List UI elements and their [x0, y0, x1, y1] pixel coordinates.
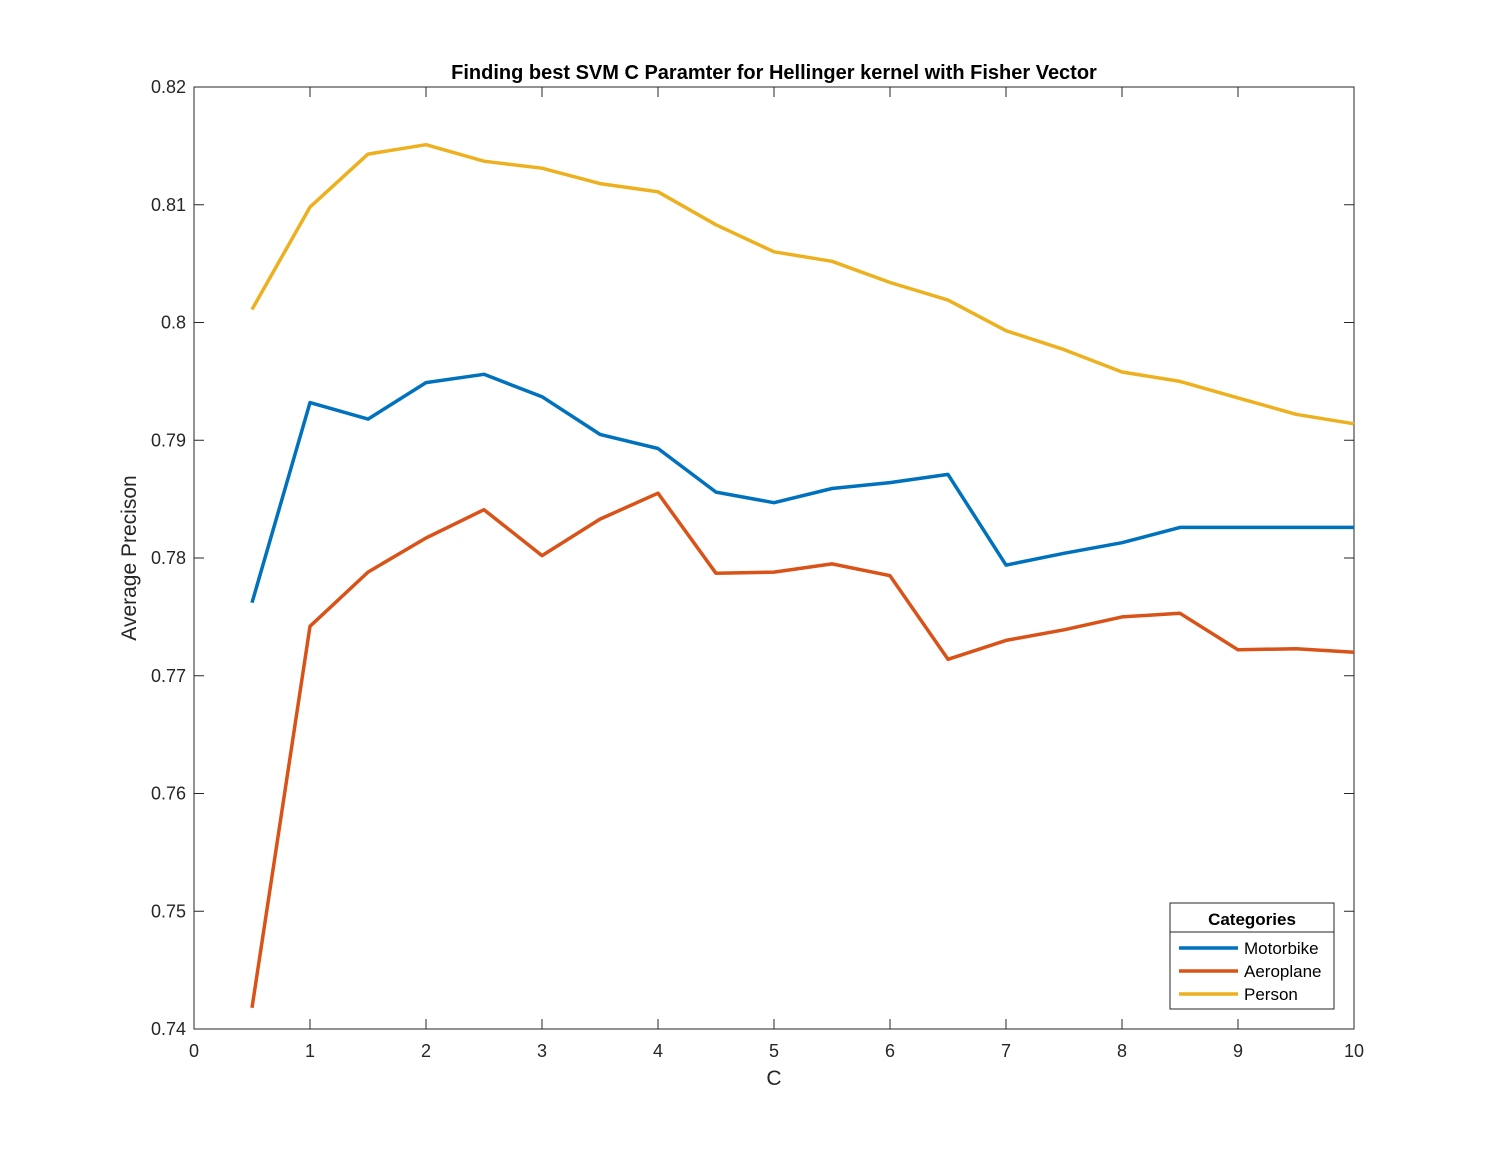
x-tick-label: 7: [1001, 1041, 1011, 1061]
legend-title: Categories: [1208, 910, 1296, 929]
legend-label-aeroplane: Aeroplane: [1244, 962, 1322, 981]
x-tick-label: 5: [769, 1041, 779, 1061]
x-axis: 0 1 2 3 4 5 6 7 8 9 10: [189, 87, 1364, 1061]
legend-box: [1169, 902, 1335, 1010]
x-tick-label: 9: [1233, 1041, 1243, 1061]
y-axis: 0.74 0.75 0.76 0.77 0.78 0.79 0.8 0.81 0.82: [151, 77, 1354, 1039]
legend-label-person: Person: [1244, 985, 1298, 1004]
chart-title: Finding best SVM C Paramter for Hellinge…: [451, 62, 1097, 84]
x-tick-label: 2: [421, 1041, 431, 1061]
plot-area: [193, 86, 1355, 1030]
y-axis-label: Average Precison: [118, 475, 141, 640]
legend: Categories Motorbike Aeroplane Person: [1169, 902, 1335, 1010]
series-lines: [250, 142, 1355, 1009]
x-tick-label: 8: [1117, 1041, 1127, 1061]
legend-label-motorbike: Motorbike: [1244, 939, 1319, 958]
series-line-person: [250, 142, 1355, 426]
y-tick-label: 0.76: [151, 784, 186, 804]
x-tick-label: 6: [885, 1041, 895, 1061]
x-tick-label: 10: [1344, 1041, 1364, 1061]
series-line-motorbike: [250, 372, 1354, 604]
y-tick-label: 0.75: [151, 901, 186, 921]
y-tick-label: 0.78: [151, 548, 186, 568]
y-tick-label: 0.74: [151, 1019, 186, 1039]
y-tick-label: 0.79: [151, 430, 186, 450]
legend-items: Motorbike Aeroplane Person: [1179, 939, 1322, 1004]
x-tick-label: 1: [305, 1041, 315, 1061]
y-tick-label: 0.77: [151, 666, 186, 686]
x-axis-label: C: [766, 1067, 781, 1090]
y-tick-label: 0.81: [151, 195, 186, 215]
y-tick-label: 0.82: [151, 77, 186, 97]
x-tick-label: 0: [189, 1041, 199, 1061]
x-tick-label: 3: [537, 1041, 547, 1061]
x-tick-label: 4: [653, 1041, 663, 1061]
y-tick-label: 0.8: [161, 313, 186, 333]
series-line-aeroplane: [250, 491, 1355, 1009]
